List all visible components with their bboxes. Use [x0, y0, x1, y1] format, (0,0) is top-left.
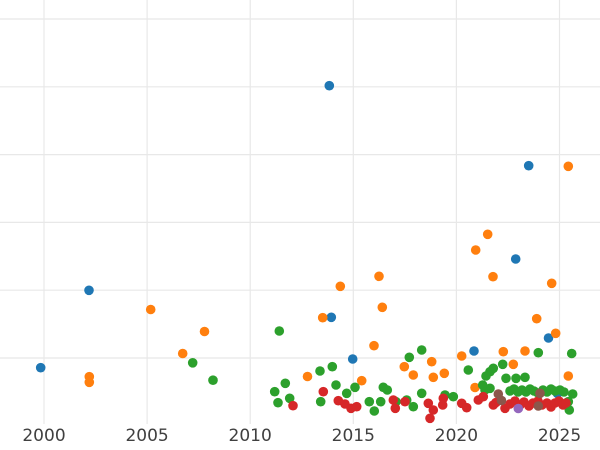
- data-point-green: [273, 397, 283, 408]
- data-point-green: [404, 352, 415, 363]
- data-point-green: [481, 371, 491, 381]
- data-point-green: [567, 389, 578, 399]
- data-point-orange: [498, 346, 509, 357]
- x-tick-label: 2010: [228, 426, 272, 446]
- data-point-green: [416, 388, 427, 399]
- data-point-green: [375, 396, 386, 407]
- x-tick-label: 2015: [331, 426, 375, 446]
- data-point-green: [350, 382, 360, 393]
- data-point-green: [533, 347, 544, 358]
- data-point-orange: [520, 346, 530, 356]
- data-point-orange: [335, 281, 346, 292]
- data-point-red: [390, 403, 401, 414]
- data-point-brown: [535, 388, 545, 399]
- x-tick-label: 2000: [22, 426, 66, 446]
- data-point-orange: [456, 351, 467, 361]
- data-point-brown: [496, 395, 507, 406]
- data-point-red: [428, 405, 439, 415]
- data-point-green: [485, 383, 495, 394]
- data-point-orange: [546, 278, 557, 289]
- data-point-red: [461, 402, 472, 413]
- data-point-red: [478, 391, 489, 402]
- data-point-green: [315, 366, 325, 376]
- data-point-orange: [470, 382, 480, 393]
- data-point-green: [274, 326, 285, 336]
- data-point-blue: [523, 160, 534, 171]
- data-point-green: [566, 348, 577, 359]
- data-point-green: [382, 385, 393, 395]
- data-point-green: [448, 391, 459, 402]
- data-point-orange: [531, 313, 542, 324]
- data-point-green: [520, 372, 530, 383]
- data-point-orange: [302, 371, 313, 382]
- data-point-green: [280, 378, 291, 389]
- x-tick-label: 2025: [537, 426, 582, 446]
- data-point-orange: [482, 229, 493, 240]
- data-point-blue: [347, 354, 358, 364]
- data-point-green: [208, 375, 218, 386]
- data-point-green: [463, 365, 474, 375]
- data-point-green: [369, 406, 380, 416]
- data-point-orange: [145, 304, 156, 315]
- data-point-green: [327, 361, 338, 372]
- data-point-green: [511, 373, 521, 384]
- data-point-orange: [377, 302, 388, 313]
- data-point-blue: [543, 333, 554, 343]
- data-point-orange: [369, 340, 379, 351]
- data-point-brown: [533, 401, 544, 411]
- data-point-red: [423, 398, 434, 409]
- data-point-orange: [563, 371, 574, 381]
- data-point-blue: [469, 346, 479, 356]
- data-point-green: [408, 401, 419, 412]
- data-point-green: [488, 363, 499, 374]
- data-point-red: [400, 396, 410, 407]
- data-point-green: [416, 345, 427, 355]
- data-point-red: [561, 398, 571, 408]
- data-point-orange: [426, 356, 437, 367]
- data-point-orange: [177, 348, 188, 359]
- data-point-orange: [563, 161, 574, 172]
- data-point-orange: [488, 271, 498, 282]
- data-point-blue: [326, 312, 337, 323]
- data-point-red: [288, 400, 298, 411]
- data-point-green: [559, 387, 569, 397]
- data-point-green: [477, 380, 488, 390]
- data-point-orange: [550, 328, 561, 339]
- data-point-orange: [428, 372, 439, 383]
- data-point-green: [331, 380, 341, 390]
- data-point-red: [425, 413, 435, 424]
- data-point-green: [187, 358, 198, 368]
- x-tick-label: 2020: [434, 426, 479, 446]
- data-point-orange: [470, 245, 481, 255]
- data-point-green: [501, 373, 511, 384]
- data-point-purple: [513, 403, 524, 414]
- data-point-orange: [508, 359, 519, 370]
- data-point-orange: [84, 377, 95, 388]
- data-point-orange: [199, 326, 210, 337]
- data-point-green: [364, 396, 375, 407]
- data-point-green: [284, 393, 295, 404]
- data-point-red: [351, 401, 362, 412]
- data-point-blue: [510, 254, 521, 264]
- data-point-red: [388, 395, 399, 405]
- data-point-orange: [317, 312, 328, 323]
- data-point-orange: [356, 375, 367, 386]
- data-point-orange: [408, 370, 419, 380]
- data-point-orange: [374, 271, 384, 282]
- data-point-orange: [399, 361, 410, 372]
- data-point-blue: [84, 285, 94, 296]
- data-point-green: [497, 359, 508, 370]
- x-tick-label: 2005: [125, 426, 169, 446]
- data-point-red: [437, 400, 448, 410]
- data-point-blue: [35, 362, 46, 373]
- data-point-green: [341, 388, 352, 399]
- data-point-green: [315, 396, 326, 407]
- data-point-blue: [324, 80, 335, 91]
- data-point-orange: [439, 368, 450, 379]
- data-point-green: [269, 386, 280, 397]
- data-point-red: [318, 386, 329, 397]
